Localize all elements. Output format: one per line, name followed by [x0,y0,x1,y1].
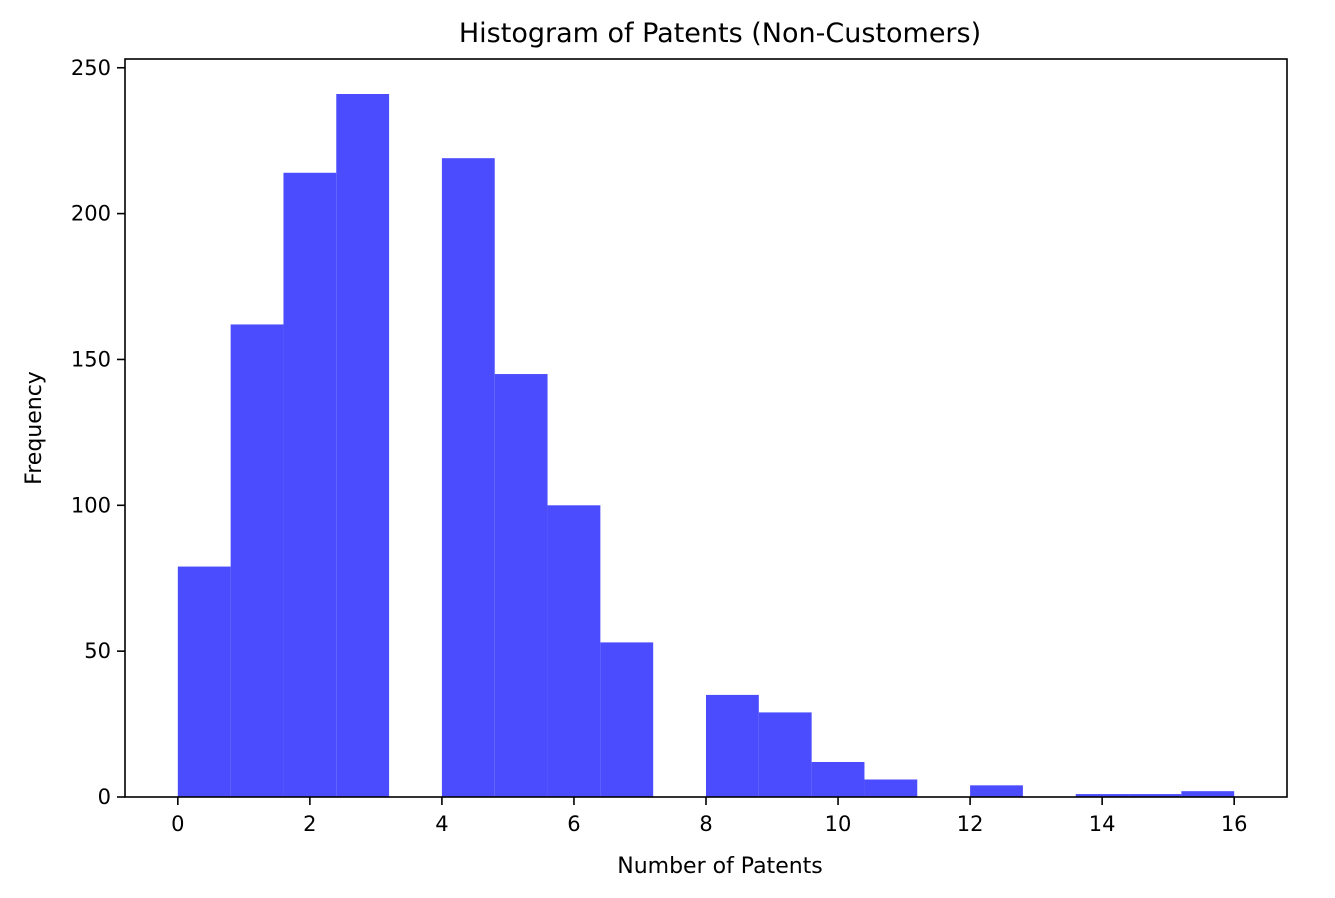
x-axis-label: Number of Patents [617,854,823,879]
histogram-bar [811,761,865,797]
y-tick-label: 250 [71,56,111,80]
y-tick-label: 150 [71,347,111,371]
histogram-bar [600,642,654,797]
x-tick-label: 12 [957,812,984,836]
histogram-bar [441,158,495,798]
x-tick-label: 14 [1089,812,1116,836]
histogram-bar [283,172,337,798]
y-tick-label: 200 [71,202,111,226]
x-tick-label: 6 [567,812,580,836]
x-tick-label: 16 [1221,812,1248,836]
histogram-bar [336,94,390,797]
histogram-bar [230,324,284,797]
histogram-bar [177,566,231,797]
y-tick-label: 50 [84,639,111,663]
y-tick-label: 100 [71,493,111,517]
histogram-bar [970,785,1023,797]
x-tick-label: 0 [171,812,184,836]
x-tick-label: 4 [435,812,448,836]
histogram-bar [494,374,548,797]
chart-title: Histogram of Patents (Non-Customers) [459,18,981,49]
x-tick-label: 8 [699,812,712,836]
y-axis-ticks: 0 50 100 150 200 250 [71,56,125,809]
histogram-bar [706,694,759,797]
y-tick-label: 0 [98,785,111,809]
x-tick-label: 2 [303,812,316,836]
histogram-bar [1128,794,1182,797]
y-axis-label: Frequency [22,371,47,485]
x-tick-label: 10 [825,812,852,836]
plot-frame [124,58,1288,798]
bars-group [177,94,1235,798]
histogram-bar [864,779,918,797]
histogram-bar [1181,791,1235,797]
histogram-bar [1075,794,1129,797]
histogram-bar [758,712,812,797]
x-axis-ticks: 0 2 4 6 8 10 12 14 16 [171,797,1248,836]
histogram-bar [547,505,601,797]
